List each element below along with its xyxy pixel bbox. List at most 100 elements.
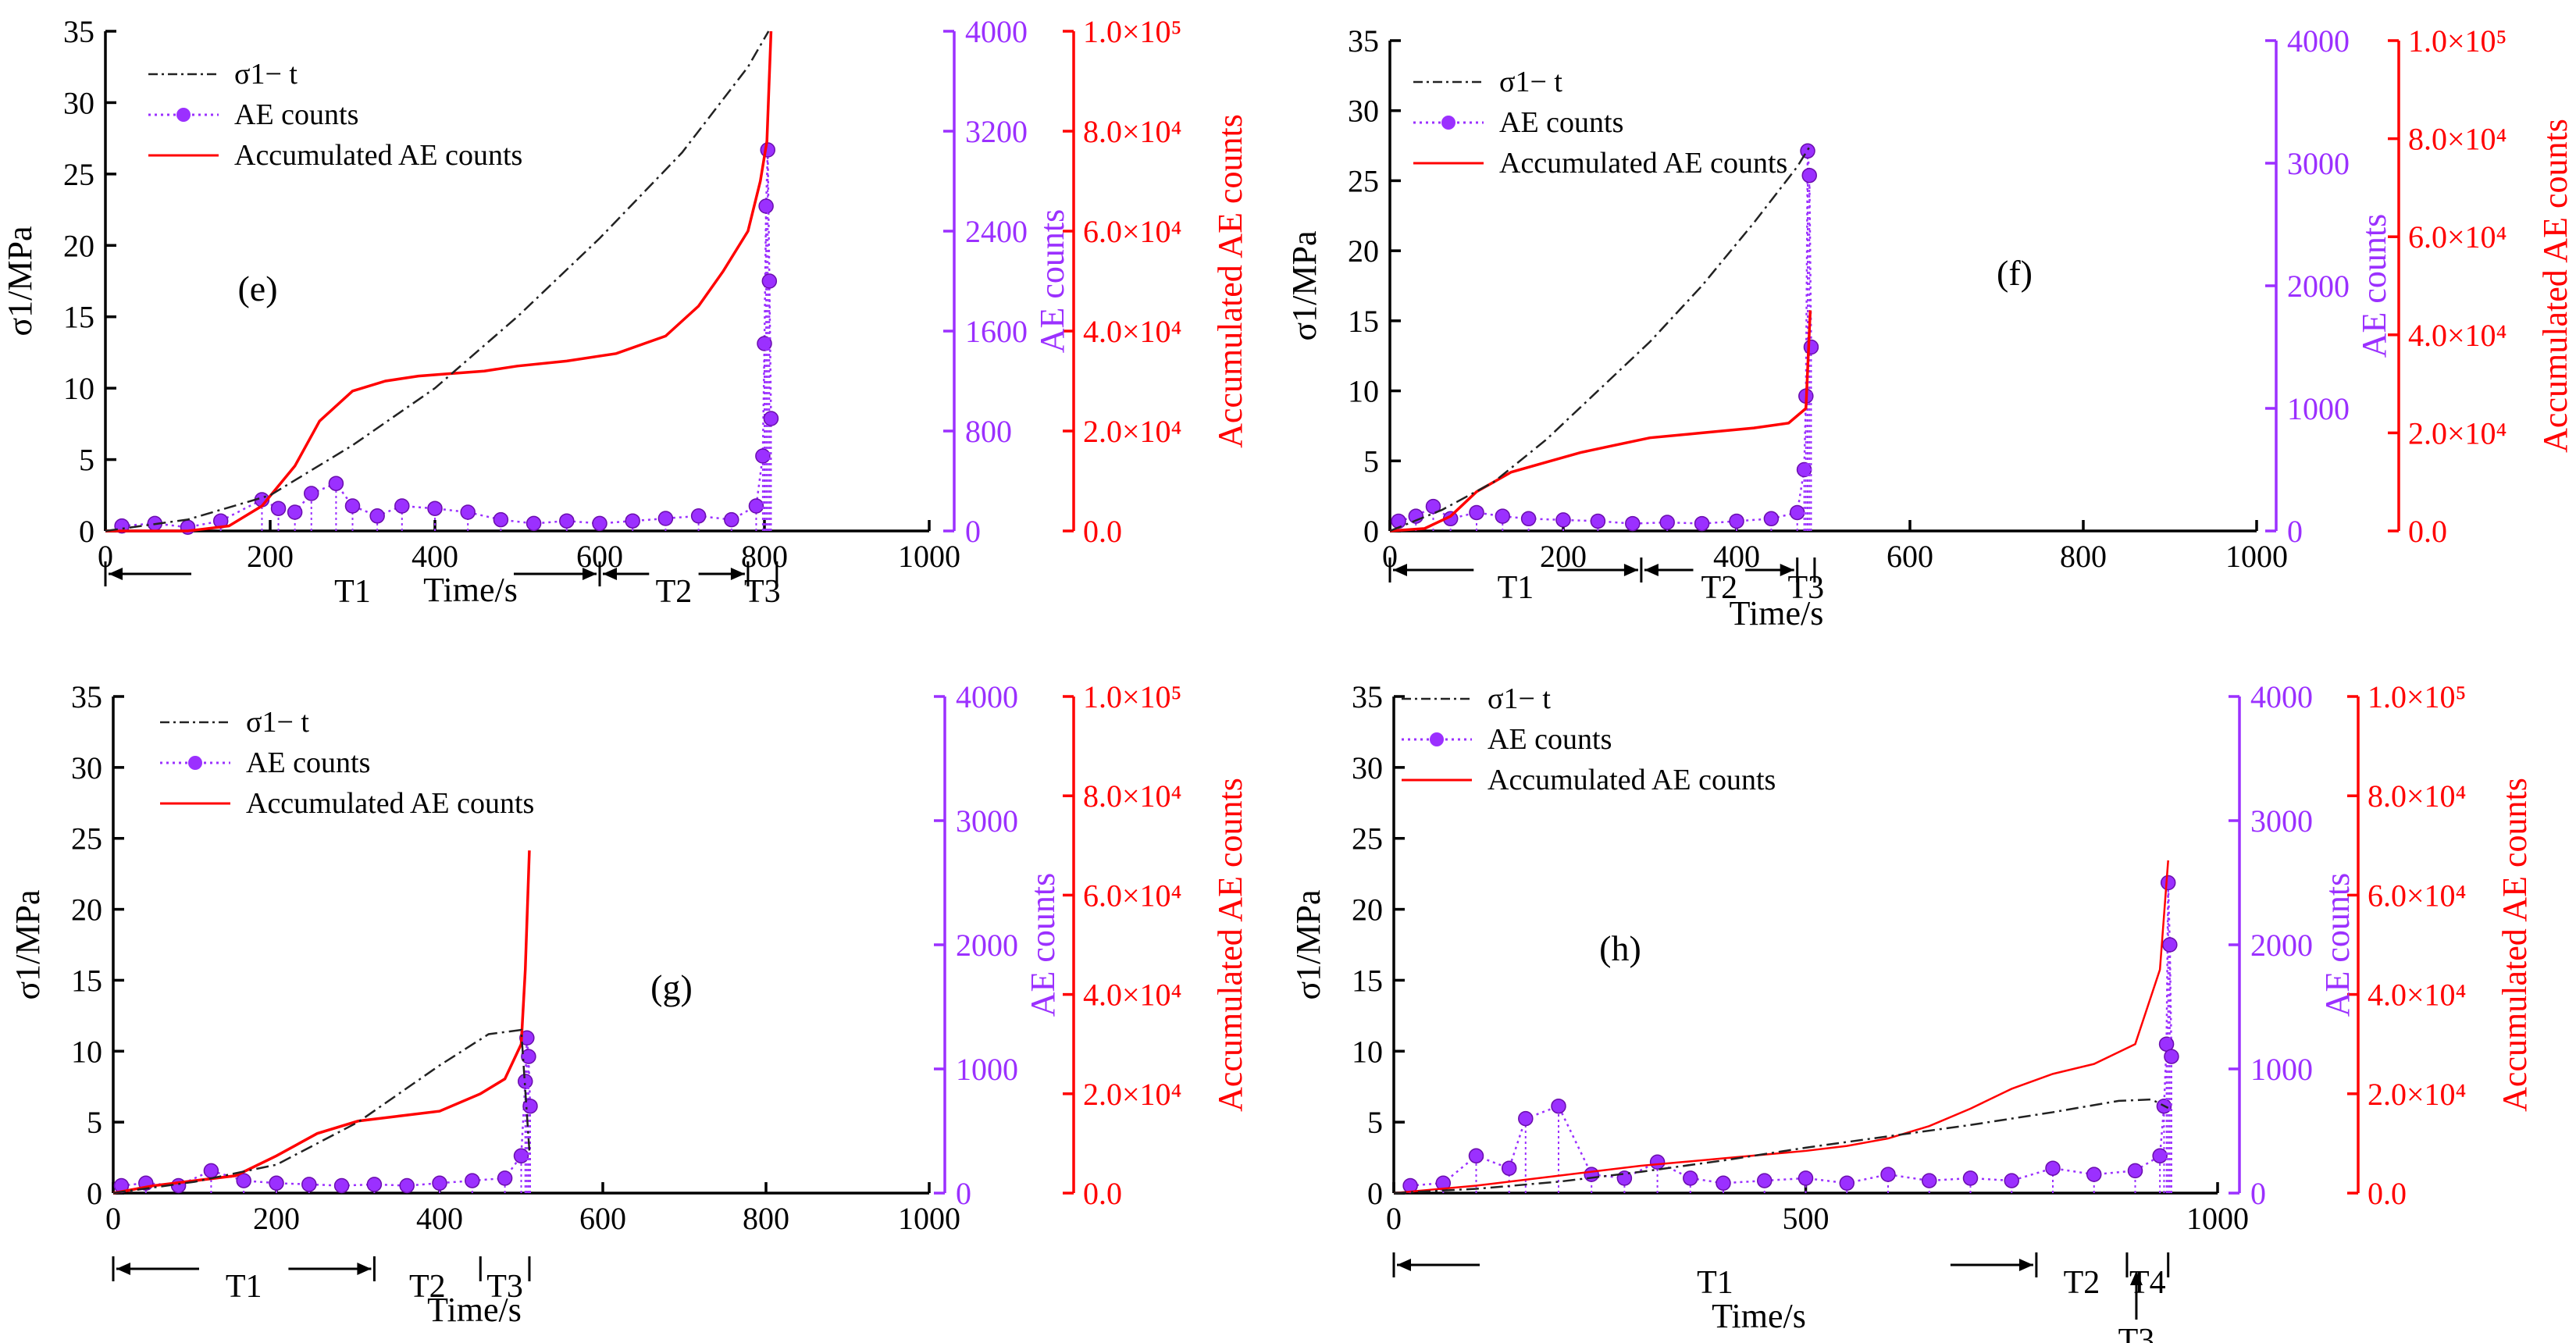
y-tick-label-left: 15 bbox=[63, 300, 94, 335]
accumulated-ae-line bbox=[112, 850, 531, 1195]
stage-label-T1: T1 bbox=[1697, 1265, 1733, 1301]
ae-point bbox=[513, 1148, 529, 1164]
ae-point bbox=[1425, 498, 1441, 515]
ae-point bbox=[1789, 504, 1805, 521]
legend-ae-marker bbox=[188, 756, 202, 770]
sigma-t-line bbox=[1389, 144, 1812, 533]
ae-point bbox=[519, 1030, 535, 1046]
legend-sigma-label: σ1− t bbox=[1488, 682, 1551, 715]
y-tick-label-left: 30 bbox=[71, 750, 102, 785]
stage-label-T2: T2 bbox=[1701, 570, 1737, 606]
ae-point bbox=[1922, 1173, 1937, 1188]
stage-arrowhead bbox=[2018, 1259, 2033, 1271]
y-tick-label-accumulated: 0.0 bbox=[2408, 514, 2447, 549]
y-axis-label-accumulated: Accumulated AE counts bbox=[2496, 778, 2534, 1112]
legend: σ1− t AE counts Accumulated AE counts bbox=[148, 58, 522, 172]
legend-ae-label: AE counts bbox=[234, 98, 358, 131]
stage-arrowhead bbox=[1397, 1259, 1411, 1271]
ae-point bbox=[758, 198, 774, 214]
ae-point bbox=[2004, 1173, 2019, 1188]
y-tick-label-left: 10 bbox=[71, 1034, 102, 1069]
ae-counts-series bbox=[113, 1030, 538, 1194]
ae-point bbox=[493, 511, 509, 528]
ae-point bbox=[1495, 508, 1511, 524]
y-axis-label-accumulated: Accumulated AE counts bbox=[1211, 778, 1249, 1112]
y-tick-label-ae: 1000 bbox=[956, 1052, 1018, 1087]
y-tick-label-left: 0 bbox=[1367, 1176, 1383, 1211]
accumulated-ae-line bbox=[1393, 860, 2169, 1195]
panel-g: 0 200 400 600 800 100005101520253035010002000… bbox=[9, 679, 1249, 1329]
y-tick-label-left: 30 bbox=[1348, 94, 1379, 129]
x-tick-label: 800 bbox=[2060, 539, 2107, 574]
ae-point bbox=[1649, 1154, 1666, 1170]
panel-label: (f) bbox=[1997, 253, 2033, 293]
y-tick-label-ae: 3000 bbox=[956, 803, 1018, 839]
ae-point bbox=[1694, 515, 1710, 532]
y-tick-label-left: 15 bbox=[1348, 304, 1379, 339]
ae-point bbox=[2152, 1148, 2168, 1164]
ae-point bbox=[432, 1175, 447, 1192]
stage-annotation: T1 T2 T3 bbox=[104, 561, 781, 610]
y-tick-label-left: 5 bbox=[87, 1105, 102, 1140]
sigma-t-line bbox=[1393, 1098, 2169, 1195]
stage-pointer-head bbox=[2129, 1271, 2143, 1285]
y-tick-label-left: 5 bbox=[79, 443, 94, 478]
ae-point bbox=[1625, 515, 1641, 532]
y-tick-label-accumulated: 4.0×10⁴ bbox=[1083, 314, 1182, 349]
y-tick-label-ae: 2000 bbox=[956, 928, 1018, 963]
ae-point bbox=[559, 513, 575, 529]
ae-point bbox=[304, 486, 319, 501]
ae-point bbox=[344, 498, 361, 514]
ae-point bbox=[2045, 1160, 2061, 1176]
ae-point bbox=[2160, 875, 2176, 891]
stage-label-T1: T1 bbox=[1498, 570, 1534, 606]
ae-point bbox=[748, 498, 764, 514]
ae-point bbox=[1801, 167, 1817, 183]
y-tick-label-left: 35 bbox=[63, 14, 94, 49]
ae-point bbox=[760, 142, 775, 158]
ae-point bbox=[1590, 513, 1606, 529]
stage-label-T3: T3 bbox=[744, 574, 781, 610]
stage-label-T2: T2 bbox=[656, 574, 693, 610]
ae-point bbox=[522, 1098, 538, 1114]
ae-point bbox=[1763, 511, 1780, 527]
legend-ae-marker bbox=[176, 108, 191, 122]
stage-label-T3: T3 bbox=[1787, 570, 1824, 606]
y-tick-label-left: 10 bbox=[1352, 1034, 1383, 1069]
stage-arrowhead bbox=[1780, 564, 1794, 576]
legend-accumulated-label: Accumulated AE counts bbox=[234, 139, 522, 172]
ae-point bbox=[1716, 1175, 1731, 1192]
stage-arrowhead bbox=[603, 568, 617, 580]
x-tick-label: 600 bbox=[1887, 539, 1933, 574]
stage-annotation: T1 T2 T3 bbox=[1388, 558, 1824, 606]
ae-point bbox=[761, 273, 778, 289]
y-axis-label-left: σ1/MPa bbox=[1289, 889, 1327, 999]
y-axis-label-left: σ1/MPa bbox=[1285, 230, 1324, 340]
y-tick-label-ae: 0 bbox=[956, 1176, 971, 1211]
ae-point bbox=[1800, 143, 1815, 159]
y-axis-label-ae: AE counts bbox=[1033, 209, 1071, 354]
ae-point bbox=[465, 1173, 480, 1188]
x-tick-label: 400 bbox=[416, 1201, 463, 1236]
ae-point bbox=[287, 504, 303, 520]
ae-point bbox=[497, 1170, 513, 1186]
x-tick-label: 200 bbox=[253, 1201, 300, 1236]
y-tick-label-accumulated: 1.0×10⁵ bbox=[2408, 23, 2507, 59]
ae-point bbox=[724, 511, 739, 528]
stage-arrowhead bbox=[730, 568, 745, 580]
ae-point bbox=[2164, 1049, 2179, 1064]
y-tick-label-left: 15 bbox=[1352, 963, 1383, 998]
ae-counts-series bbox=[114, 142, 779, 535]
ae-point bbox=[1402, 1177, 1418, 1194]
y-tick-label-left: 25 bbox=[71, 821, 102, 857]
legend-sigma-label: σ1− t bbox=[246, 706, 309, 739]
y-tick-label-accumulated: 6.0×10⁴ bbox=[2408, 219, 2507, 255]
ae-point bbox=[690, 508, 707, 524]
x-tick-label: 0 bbox=[1382, 539, 1398, 574]
accumulated-ae-line bbox=[105, 30, 773, 533]
ae-point bbox=[1797, 1170, 1814, 1186]
stage-label-T2: T2 bbox=[409, 1269, 446, 1305]
y-tick-label-accumulated: 4.0×10⁴ bbox=[2408, 318, 2507, 353]
y-tick-label-ae: 0 bbox=[2250, 1176, 2266, 1211]
